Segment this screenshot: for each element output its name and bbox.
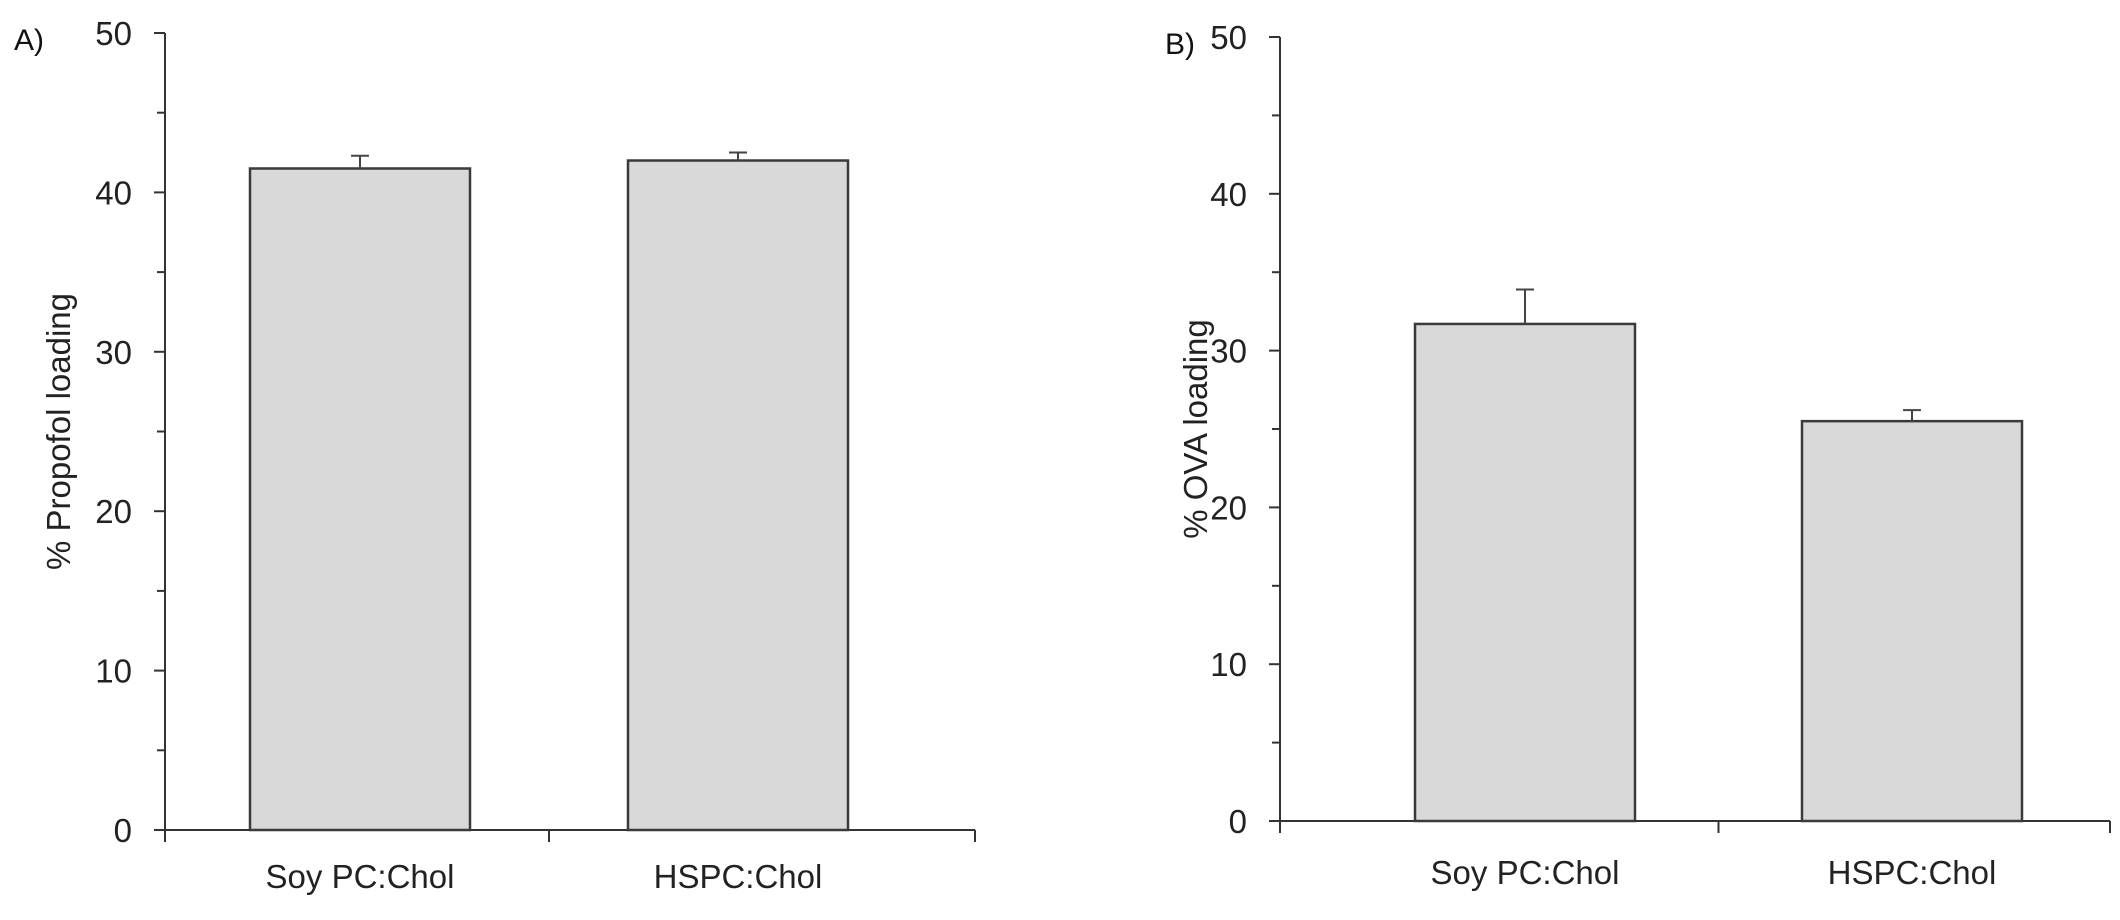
y-axis-label: % Propofol loading (40, 293, 77, 570)
x-category-label: HSPC:Chol (1828, 854, 1997, 891)
y-tick-label: 40 (1210, 176, 1247, 213)
y-tick-label: 30 (1210, 333, 1247, 370)
y-tick-label: 0 (1229, 803, 1247, 840)
y-tick-label: 0 (114, 812, 132, 849)
bar (1413, 322, 1637, 823)
y-tick-label: 50 (95, 15, 132, 52)
panel-b: B) 0 10 20 30 40 50 % OVA loading Soy PC:Chol HSP… (1165, 19, 2111, 891)
y-tick-label: 50 (1210, 19, 1247, 56)
bar (248, 167, 472, 832)
y-tick-label: 10 (1210, 646, 1247, 683)
panel-a: A) 0 10 20 30 40 50 % Propofol loading Soy PC:Ch… (14, 15, 976, 895)
panel-label: A) (14, 24, 44, 57)
y-axis-label: % OVA loading (1177, 319, 1214, 539)
y-tick-label: 20 (95, 493, 132, 530)
x-category-label: Soy PC:Chol (1431, 854, 1620, 891)
panel-label: B) (1165, 28, 1195, 61)
y-tick-label: 20 (1210, 489, 1247, 526)
y-tick-label: 30 (95, 334, 132, 371)
x-category-label: Soy PC:Chol (266, 858, 455, 895)
y-tick-label: 10 (95, 653, 132, 690)
bar (626, 159, 850, 832)
x-category-label: HSPC:Chol (654, 858, 823, 895)
y-tick-label: 40 (95, 174, 132, 211)
bar (1800, 419, 2024, 823)
